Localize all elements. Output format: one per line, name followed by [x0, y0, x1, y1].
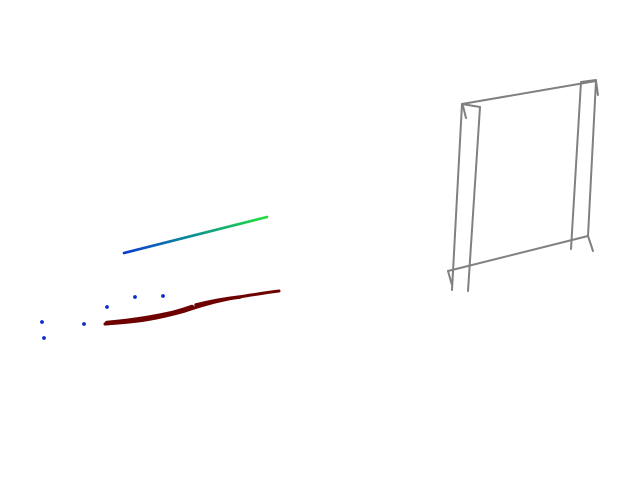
- frame-right-top-tick: [595, 80, 599, 96]
- blue-point: [82, 322, 86, 326]
- blue-points: [40, 294, 165, 340]
- wireframe-frame: [447, 79, 599, 292]
- frame-left-top-bar: [461, 103, 481, 108]
- frame-left-post-outer: [451, 103, 463, 291]
- frame-right-foot: [587, 235, 594, 252]
- frame-left-top-tick: [462, 105, 467, 119]
- frame-right-post-inner: [570, 81, 582, 250]
- frame-left-foot: [447, 270, 453, 286]
- frame-right-top-bar: [580, 79, 597, 83]
- dark-red-stroke-thick-mid: [194, 295, 242, 307]
- blue-point: [161, 294, 165, 298]
- blue-point: [42, 336, 46, 340]
- frame-bottom-edge: [447, 235, 589, 272]
- frame-left-post-inner: [467, 106, 481, 292]
- blue-point: [40, 320, 44, 324]
- dark-red-stroke: [103, 289, 281, 326]
- dark-red-stroke-thick-left: [104, 304, 195, 326]
- frame-top-edge: [461, 80, 597, 105]
- blue-point: [105, 305, 109, 309]
- blue-point: [133, 295, 137, 299]
- gradient-line: [122, 215, 269, 255]
- frame-right-post-outer: [587, 80, 597, 237]
